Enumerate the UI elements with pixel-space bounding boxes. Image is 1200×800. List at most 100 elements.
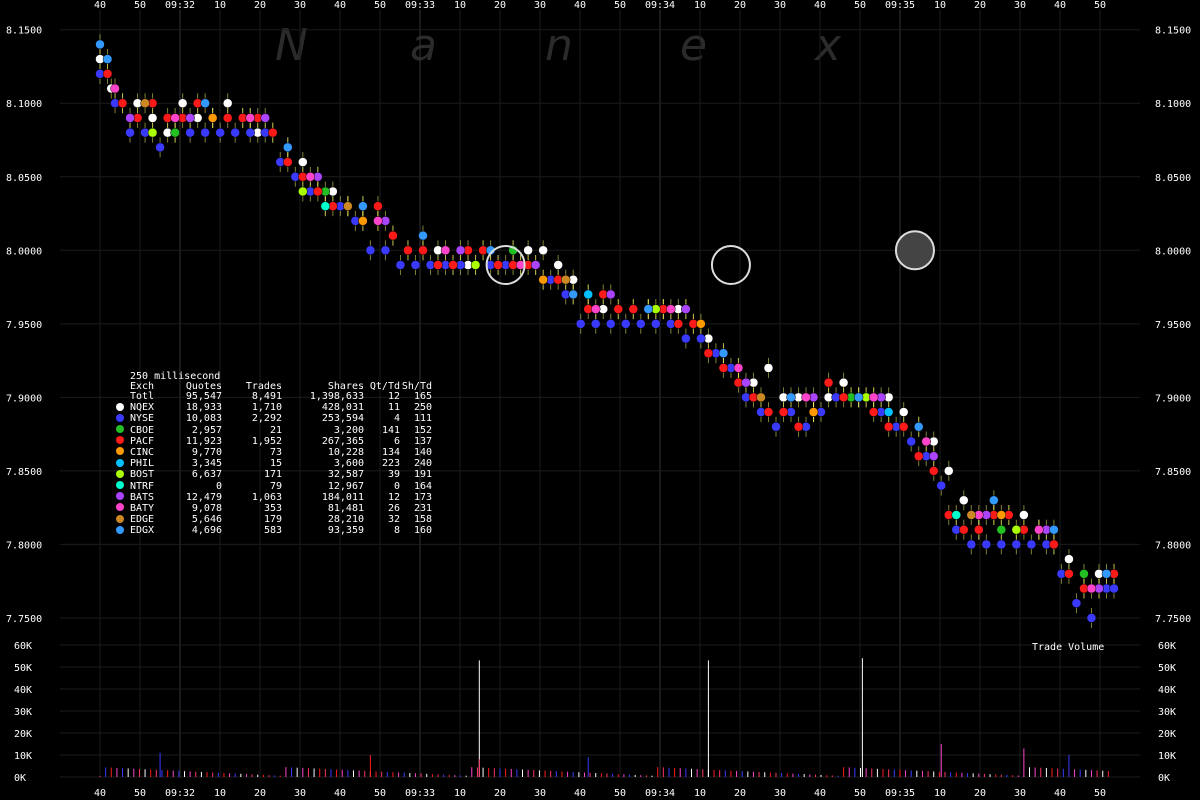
x-tick-label: 40 xyxy=(1054,788,1066,799)
price-point-edgx xyxy=(95,39,105,50)
price-point-pacf xyxy=(222,113,233,123)
x-tick-label: 40 xyxy=(334,0,346,11)
price-point-nyse xyxy=(185,127,195,138)
price-point-nyse xyxy=(1026,539,1037,550)
exchange-marker-icon xyxy=(116,447,130,458)
price-point-nyse xyxy=(380,245,391,256)
price-point-edgx xyxy=(786,392,796,403)
price-point-edgx xyxy=(643,304,654,314)
x-tick-label: 10 xyxy=(214,788,226,799)
price-point-nqex xyxy=(944,466,954,476)
price-point-edgx xyxy=(718,348,729,358)
price-point-edgx xyxy=(853,392,864,403)
price-point-pacf xyxy=(373,201,383,211)
price-point-pacf xyxy=(433,260,443,270)
x-tick-label: 20 xyxy=(254,788,266,799)
price-tick-label: 7.9000 xyxy=(6,393,42,404)
x-tick-label: 50 xyxy=(854,0,866,11)
stats-cell-trades: 2,292 xyxy=(251,413,282,425)
price-point-pacf xyxy=(613,304,624,314)
x-tick-label: 30 xyxy=(294,0,306,11)
price-point-cboe xyxy=(996,524,1007,535)
price-point-nyse xyxy=(215,127,225,138)
price-point-bats xyxy=(606,289,616,300)
price-point-nqex xyxy=(1064,554,1074,564)
x-tick-label: 10 xyxy=(694,788,706,799)
stats-cell-quotes: 9,770 xyxy=(191,446,222,458)
price-point-edgx xyxy=(200,98,210,108)
exchange-marker-icon xyxy=(116,469,130,481)
price-y-axis-right: 8.1500 8.1000 8.0500 8.0000 7.9500 7.9000 7.85… xyxy=(1155,26,1191,625)
x-tick-label: 40 xyxy=(574,788,586,799)
price-point-pacf xyxy=(928,466,939,476)
x-tick-label: 09:34 xyxy=(645,788,675,799)
price-y-axis-left: 8.1500 8.1000 8.0500 8.0000 7.9500 7.9000 7.85… xyxy=(6,26,42,625)
stats-cell-qt-td: 26 xyxy=(387,502,400,514)
price-point-pacf xyxy=(102,69,113,79)
volume-tick-label: 10K xyxy=(1158,751,1176,762)
price-point-nyse xyxy=(395,260,406,270)
stats-cell-exch: NQEX xyxy=(130,402,155,414)
price-point-cboe xyxy=(170,127,180,138)
stats-cell-qt-td: 4 xyxy=(393,413,400,425)
price-point-edgx xyxy=(568,289,578,300)
stats-cell-quotes: 12,479 xyxy=(185,491,222,503)
watermark-letter: x xyxy=(813,20,842,71)
price-point-bats xyxy=(455,245,466,256)
stats-cell-sh-td: 231 xyxy=(413,502,432,514)
price-point-bats xyxy=(741,377,751,388)
x-tick-label: 10 xyxy=(934,788,946,799)
stats-cell-shares: 12,967 xyxy=(327,480,364,492)
exchange-marker-icon xyxy=(116,525,130,537)
stats-cell-exch: EDGX xyxy=(130,525,155,537)
x-tick-label: 40 xyxy=(574,0,586,11)
price-tick-label: 7.8500 xyxy=(1155,467,1191,478)
exchange-marker-icon xyxy=(116,525,124,534)
price-point-pacf xyxy=(703,348,714,358)
price-point-edgx xyxy=(418,230,428,241)
exchange-marker-icon xyxy=(116,458,130,470)
price-tick-label: 8.0500 xyxy=(6,173,42,184)
price-point-edgx xyxy=(283,142,293,153)
exchange-marker-icon xyxy=(116,436,130,447)
price-point-pacf xyxy=(628,304,639,314)
exchange-marker-icon xyxy=(116,413,124,422)
stats-cell-exch: PHIL xyxy=(130,458,155,470)
price-point-nyse xyxy=(771,422,781,432)
price-point-edgx xyxy=(102,54,113,64)
price-point-edge xyxy=(343,201,353,211)
x-tick-label: 50 xyxy=(134,788,146,799)
price-point-nyse xyxy=(590,319,601,329)
stats-cell-quotes: 10,083 xyxy=(185,413,222,425)
price-point-cinc xyxy=(358,216,368,226)
price-point-pacf xyxy=(1064,569,1074,579)
price-point-nyse xyxy=(651,319,661,329)
price-point-pacf xyxy=(313,186,323,197)
price-point-cinc xyxy=(207,113,218,123)
price-point-cinc xyxy=(996,510,1007,520)
price-point-edge xyxy=(140,98,150,108)
price-point-nyse xyxy=(621,319,631,329)
price-point-cinc xyxy=(696,319,706,329)
stats-cell-sh-td: 173 xyxy=(413,491,432,503)
price-point-bost xyxy=(470,260,481,270)
x-tick-label: 50 xyxy=(1094,788,1106,799)
x-tick-label: 20 xyxy=(734,788,746,799)
price-tick-label: 7.7500 xyxy=(6,614,42,625)
stats-header-exch: Exch xyxy=(130,381,155,393)
x-tick-label: 30 xyxy=(534,0,546,11)
price-point-pacf xyxy=(868,407,879,417)
price-point-pacf xyxy=(793,422,804,432)
price-point-pacf xyxy=(1049,539,1059,550)
x-tick-label: 50 xyxy=(614,0,626,11)
price-point-nqex xyxy=(177,98,188,108)
price-point-baty xyxy=(1086,583,1097,594)
price-tick-label: 7.8500 xyxy=(6,467,42,478)
price-point-pacf xyxy=(823,377,834,388)
stats-row: NTRF 0 79 12,967 0 164 xyxy=(116,481,432,492)
x-tick-label: 10 xyxy=(214,0,226,11)
price-point-baty xyxy=(921,436,931,447)
volume-tick-label: 50K xyxy=(1158,663,1176,674)
stats-header-row: Exch Quotes Trades Shares Qt/Td Sh/Td xyxy=(116,381,432,393)
